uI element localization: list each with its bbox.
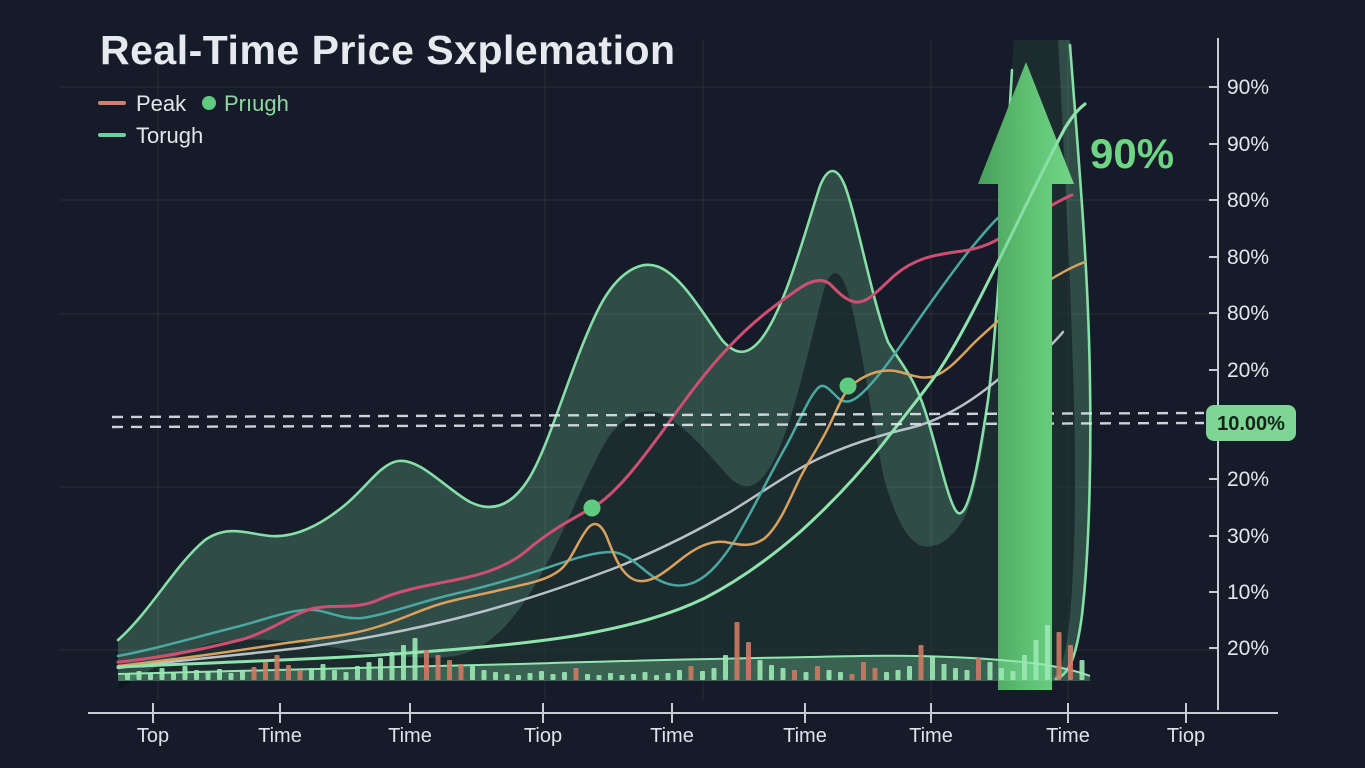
series-markers xyxy=(583,377,857,517)
y-axis: 90% 90% 80% 80% 80% 20% 20% 30% 10% 20% xyxy=(1209,38,1269,710)
x-axis: Top Time Time Tiop Time Time Time Time Tiop xyxy=(88,703,1278,747)
gridlines xyxy=(60,40,1218,700)
legend: Peak Prıugh Torugh xyxy=(98,91,289,148)
svg-text:20%: 20% xyxy=(1227,359,1269,382)
svg-text:Time: Time xyxy=(258,725,302,747)
band-top-edge xyxy=(116,68,1014,642)
svg-text:20%: 20% xyxy=(1227,637,1269,660)
svg-text:Time: Time xyxy=(650,725,694,747)
svg-text:Time: Time xyxy=(388,725,432,747)
bottom-mini-area-fill xyxy=(118,655,1090,681)
band-inner-shadow xyxy=(118,40,1075,690)
legend-torough-label: Torugh xyxy=(136,123,203,148)
svg-text:80%: 80% xyxy=(1227,246,1269,269)
svg-text:90%: 90% xyxy=(1227,133,1269,156)
price-badge: 10.00% xyxy=(1206,405,1296,441)
volume-bars xyxy=(125,622,1085,680)
torough-line-over-arrow xyxy=(996,102,1087,264)
svg-text:Time: Time xyxy=(1046,725,1090,747)
svg-text:Time: Time xyxy=(909,725,953,747)
svg-text:90%: 90% xyxy=(1227,76,1269,99)
svg-text:Tiop: Tiop xyxy=(1167,725,1205,747)
svg-text:Tiop: Tiop xyxy=(524,725,562,747)
svg-text:Top: Top xyxy=(137,725,169,747)
svg-text:30%: 30% xyxy=(1227,525,1269,548)
legend-peak-label: Peak xyxy=(136,91,187,116)
svg-text:10%: 10% xyxy=(1227,581,1269,604)
x-axis-ticks: Top Time Time Tiop Time Time Time Time Tiop xyxy=(137,703,1205,747)
svg-text:20%: 20% xyxy=(1227,468,1269,491)
gray-line xyxy=(116,376,1002,670)
teal-line xyxy=(116,216,1000,658)
big-percent-label: 90% xyxy=(1090,130,1174,177)
y-axis-ticks: 90% 90% 80% 80% 80% 20% 20% 30% 10% 20% xyxy=(1209,76,1269,660)
svg-text:80%: 80% xyxy=(1227,302,1269,325)
band-spike-right-edge xyxy=(1054,43,1092,681)
pink-line xyxy=(116,193,1074,664)
svg-text:Time: Time xyxy=(783,725,827,747)
legend-priugh-dot-icon xyxy=(202,96,216,110)
price-badge-text: 10.00% xyxy=(1217,413,1285,435)
svg-text:80%: 80% xyxy=(1227,189,1269,212)
orange-line xyxy=(116,260,1087,668)
up-arrow xyxy=(978,62,1074,690)
page-title: Real-Time Price Sxplemation xyxy=(100,27,676,73)
legend-priugh-label: Prıugh xyxy=(224,91,289,116)
